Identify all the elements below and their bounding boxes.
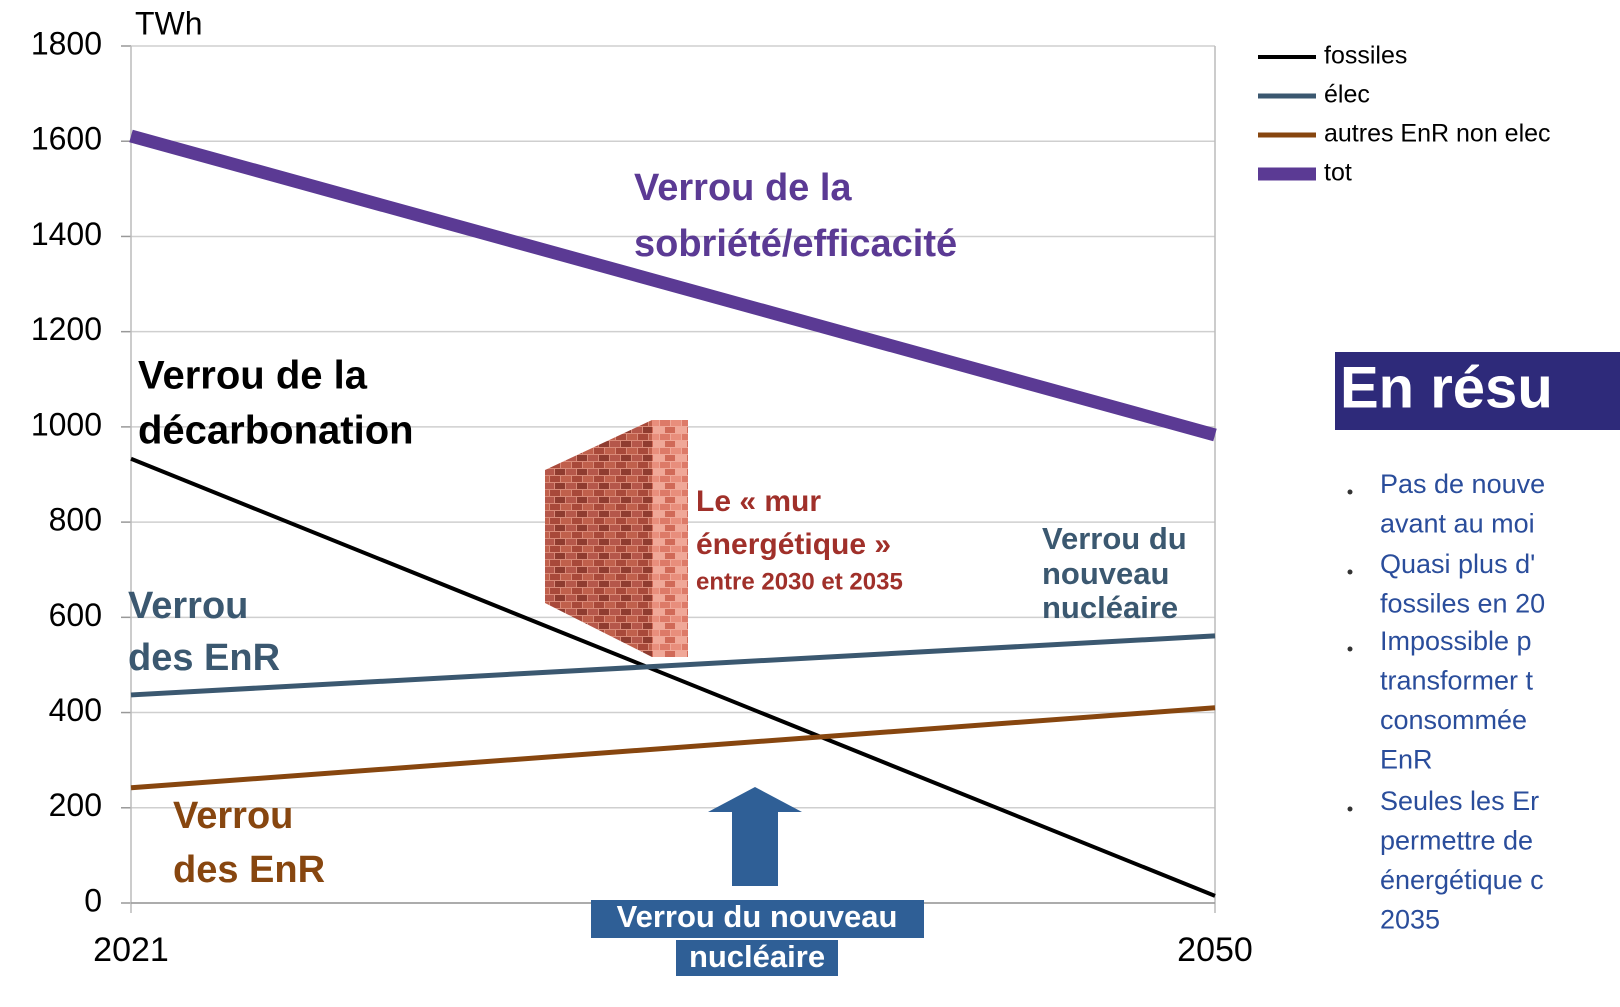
y-tick-label: 1800 [31, 25, 102, 61]
y-tick-label: 200 [49, 787, 102, 823]
annotation: nouveau [1042, 556, 1169, 591]
legend-label: tot [1324, 159, 1352, 187]
bullet-text: consommée [1380, 705, 1527, 735]
bullet-text: avant au moi [1380, 509, 1535, 539]
y-tick-label: 1000 [31, 406, 102, 442]
legend-label: fossiles [1324, 42, 1407, 70]
y-tick-label: 1200 [31, 311, 102, 347]
bullet-text: Quasi plus d' [1380, 549, 1535, 579]
annotation: sobriété/efficacité [634, 223, 957, 265]
arrow-head [708, 787, 802, 812]
legend-label: autres EnR non elec [1324, 120, 1551, 148]
y-tick-label: 800 [49, 502, 102, 538]
annotation: Verrou du [1042, 521, 1187, 556]
bullet-text: Impossible p [1380, 626, 1532, 656]
annotation: décarbonation [138, 409, 414, 453]
bullet-text: 2035 [1380, 905, 1440, 935]
annotation: Le « mur [696, 485, 821, 518]
annotation: Verrou [173, 795, 293, 837]
series-line [131, 708, 1215, 788]
annotation: nucléaire [689, 939, 825, 974]
annotation: Verrou de la [634, 167, 852, 209]
legend-label: élec [1324, 81, 1370, 109]
bullet-text: EnR [1380, 745, 1433, 775]
y-tick-label: 400 [49, 692, 102, 728]
bullet-text: permettre de [1380, 826, 1533, 856]
summary-list: Pas de nouve avant au moi Quasi plus d' fos… [1348, 469, 1546, 935]
bullet-text: Seules les Er [1380, 786, 1539, 816]
bullet-text: énergétique c [1380, 865, 1544, 895]
bullet-text: transformer t [1380, 666, 1534, 696]
arrow-body [732, 810, 778, 886]
wall-side [545, 420, 652, 657]
annotation: Verrou [128, 585, 248, 627]
x-tick-label: 2050 [1177, 931, 1253, 969]
bullet-dot [1348, 647, 1353, 652]
bullet-dot [1348, 807, 1353, 812]
wall-front [652, 420, 688, 657]
bullet-dot [1348, 570, 1353, 575]
x-tick-label: 2021 [93, 931, 169, 969]
chart: 0 200 400 600 800 1000 1200 1400 1600 1800 2021 205… [0, 0, 1620, 1007]
bullet-dot [1348, 490, 1353, 495]
summary-title: En résu [1340, 355, 1553, 420]
bullet-text: fossiles en 20 [1380, 589, 1545, 619]
annotation: nucléaire [1042, 590, 1178, 625]
annotation: des EnR [128, 637, 280, 679]
annotation: Verrou de la [138, 354, 368, 398]
annotation: Verrou du nouveau [617, 899, 898, 934]
legend: fossiles élec autres EnR non elec tot [1258, 42, 1551, 187]
annotation: des EnR [173, 849, 325, 891]
annotation: entre 2030 et 2035 [696, 568, 903, 595]
bullet-text: Pas de nouve [1380, 469, 1545, 499]
annotation: énergétique » [696, 528, 891, 561]
y-axis-label: TWh [135, 5, 203, 41]
y-tick-label: 1600 [31, 121, 102, 157]
y-tick-label: 0 [84, 882, 102, 918]
y-tick-label: 1400 [31, 216, 102, 252]
y-tick-label: 600 [49, 597, 102, 633]
